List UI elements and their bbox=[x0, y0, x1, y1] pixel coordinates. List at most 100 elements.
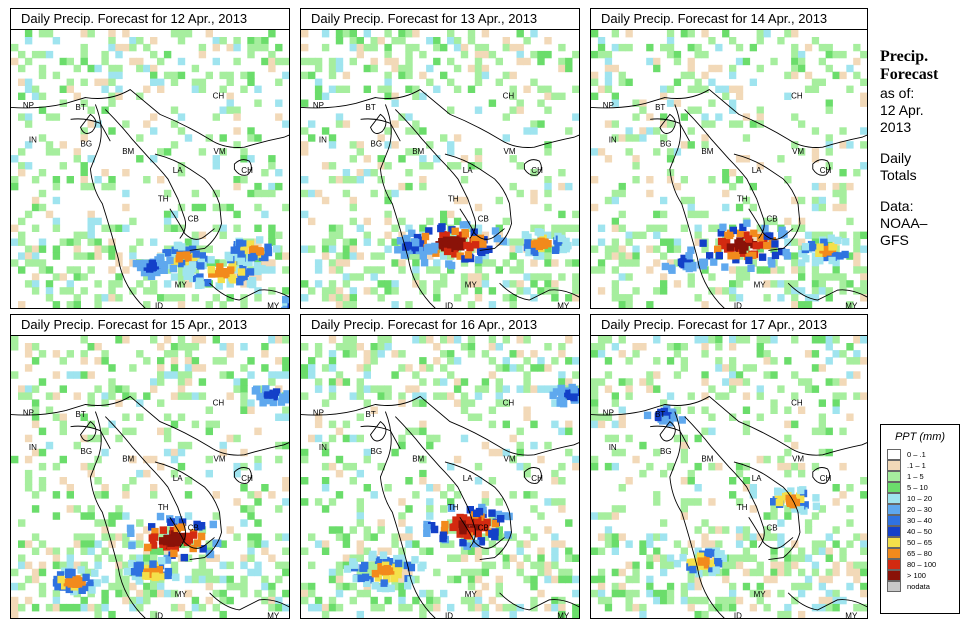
precip-cell bbox=[544, 245, 552, 253]
precip-cell bbox=[212, 539, 220, 547]
precip-cell bbox=[460, 596, 469, 605]
precip-cell bbox=[729, 364, 737, 372]
precip-cell bbox=[24, 469, 33, 478]
precip-cell bbox=[342, 273, 351, 281]
precip-cell bbox=[314, 259, 323, 267]
precip-cell bbox=[761, 224, 769, 233]
precip-cell bbox=[770, 217, 778, 226]
precip-cell bbox=[742, 231, 750, 239]
precip-cell bbox=[377, 176, 385, 184]
country-label-in: IN bbox=[319, 136, 327, 145]
precip-cell bbox=[256, 236, 264, 244]
precip-cell bbox=[177, 266, 186, 274]
precip-cell bbox=[321, 196, 330, 205]
legend-item: .1 – 1 bbox=[887, 460, 936, 471]
precip-cell bbox=[460, 399, 469, 407]
precip-cell bbox=[94, 343, 102, 351]
precip-cell bbox=[150, 589, 158, 598]
precip-cell bbox=[197, 532, 206, 541]
precip-cell bbox=[530, 596, 538, 605]
precip-cell bbox=[530, 169, 538, 177]
precip-cell bbox=[94, 491, 102, 499]
precip-cell bbox=[756, 589, 764, 598]
precip-cell bbox=[188, 245, 197, 253]
precip-cell bbox=[122, 385, 130, 393]
precip-cell bbox=[473, 509, 481, 517]
precip-cell bbox=[132, 259, 141, 268]
precip-cell bbox=[157, 343, 165, 351]
precip-cell bbox=[784, 512, 792, 520]
precip-cell bbox=[832, 568, 840, 577]
precip-cell bbox=[328, 57, 337, 66]
precip-cell bbox=[268, 582, 276, 591]
precip-cell bbox=[632, 162, 640, 170]
precip-cell bbox=[419, 603, 427, 612]
precip-cell bbox=[472, 523, 480, 531]
precip-cell bbox=[708, 120, 716, 128]
border-line bbox=[684, 416, 765, 548]
precip-cell bbox=[853, 252, 861, 260]
precip-cell bbox=[170, 364, 179, 372]
precip-cell bbox=[440, 71, 448, 80]
precip-cell bbox=[604, 155, 613, 163]
precip-cell bbox=[723, 238, 731, 246]
precip-cell bbox=[314, 85, 323, 93]
precip-cell bbox=[335, 224, 344, 232]
precip-cell bbox=[708, 540, 716, 548]
precip-cell bbox=[742, 526, 751, 534]
precip-cell bbox=[66, 484, 74, 492]
precip-cell bbox=[412, 43, 420, 52]
precip-cell bbox=[177, 127, 186, 135]
precip-cell bbox=[604, 196, 613, 205]
precip-cell bbox=[191, 336, 200, 344]
legend-label: 10 – 20 bbox=[907, 494, 933, 503]
precip-cell bbox=[363, 64, 371, 73]
precip-cell bbox=[832, 399, 840, 407]
precip-cell bbox=[87, 252, 95, 260]
precip-cell bbox=[824, 248, 832, 256]
precip-cell bbox=[38, 350, 47, 358]
precip-cell bbox=[66, 238, 74, 246]
precip-cell bbox=[453, 64, 462, 73]
precip-cell bbox=[370, 533, 378, 541]
country-label-cb: CB bbox=[767, 215, 778, 224]
precip-cell bbox=[604, 120, 613, 128]
precip-cell bbox=[215, 268, 223, 276]
precip-cell bbox=[479, 240, 487, 248]
precip-cell bbox=[756, 37, 764, 45]
precip-cell bbox=[391, 533, 399, 541]
border-line bbox=[523, 467, 542, 484]
precip-cell bbox=[342, 30, 351, 38]
precip-cell bbox=[763, 575, 771, 584]
country-label-my: MY bbox=[175, 590, 188, 599]
precip-cell bbox=[625, 294, 633, 302]
precip-cell bbox=[710, 258, 718, 266]
precip-cell bbox=[426, 589, 434, 598]
precip-cell bbox=[205, 71, 213, 80]
precip-cell bbox=[282, 533, 289, 541]
precip-cell bbox=[660, 120, 668, 128]
precip-cell bbox=[611, 224, 619, 232]
precip-cell bbox=[308, 120, 316, 128]
precip-cell bbox=[143, 596, 151, 605]
precip-cell bbox=[646, 301, 654, 308]
precip-cell bbox=[632, 455, 640, 464]
precip-cell bbox=[729, 169, 737, 177]
precip-cell bbox=[670, 414, 678, 422]
precip-cell bbox=[460, 259, 469, 267]
precip-cell bbox=[184, 575, 193, 584]
precip-cell bbox=[52, 596, 61, 605]
precip-cell bbox=[509, 301, 517, 308]
precip-cell bbox=[784, 217, 792, 226]
borders bbox=[11, 89, 289, 308]
precip-cell bbox=[412, 371, 420, 379]
precip-cell bbox=[474, 392, 483, 400]
precip-cell bbox=[460, 378, 469, 386]
border-line bbox=[89, 411, 146, 618]
border-line bbox=[499, 282, 579, 301]
precip-cell bbox=[537, 364, 545, 372]
precip-cell bbox=[24, 245, 33, 253]
precip-cell bbox=[268, 259, 276, 267]
data-source-line3: GFS bbox=[880, 232, 909, 248]
side-title-line2: Forecast bbox=[880, 66, 939, 83]
